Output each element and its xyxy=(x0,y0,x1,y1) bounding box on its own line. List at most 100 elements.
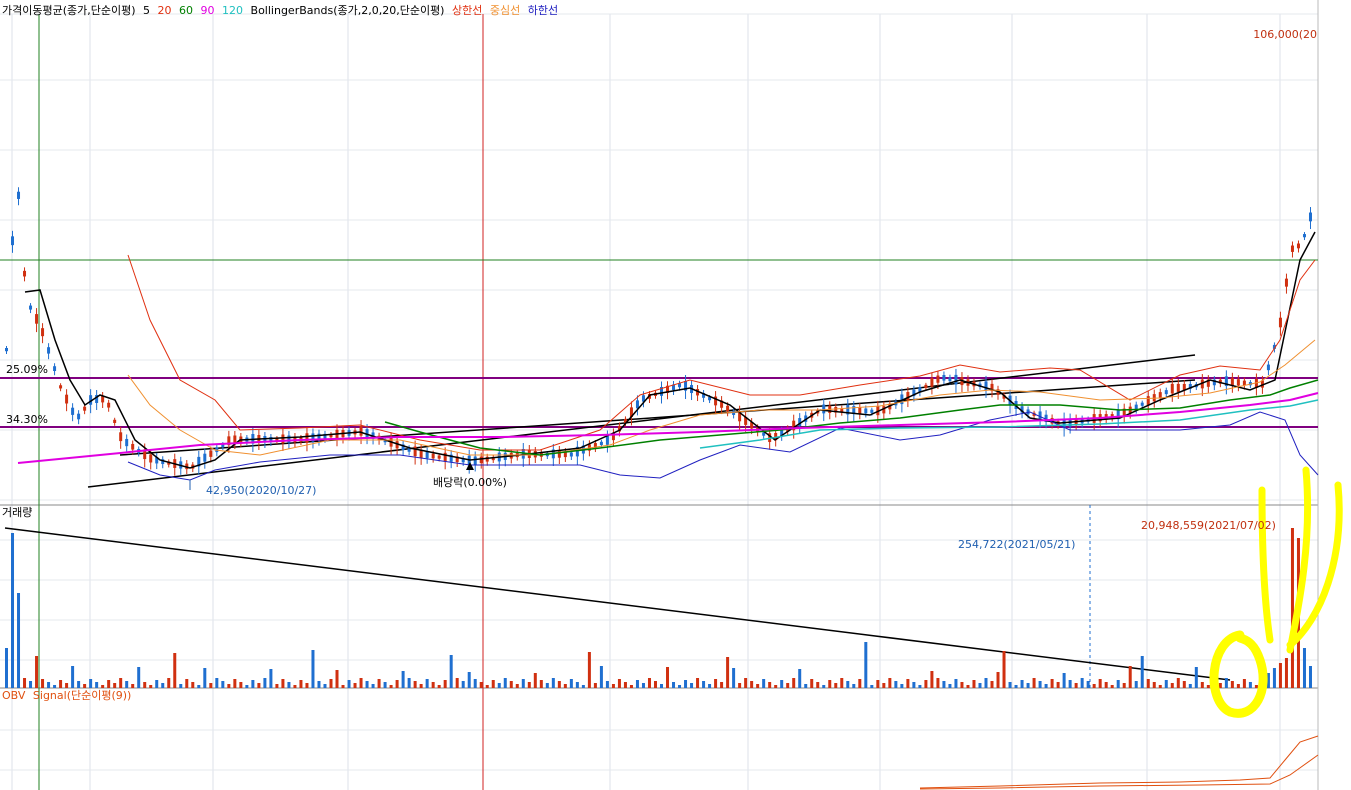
volume-bar xyxy=(1116,680,1120,688)
ma-20-label: 20 xyxy=(157,4,172,17)
volume-bar xyxy=(858,679,862,688)
volume-bar xyxy=(732,668,736,688)
volume-bar xyxy=(1302,648,1306,688)
volume-bar xyxy=(653,681,657,688)
volume-bar xyxy=(1086,681,1090,688)
volume-bar xyxy=(906,679,910,688)
volume-bar xyxy=(497,683,501,688)
candle xyxy=(125,438,129,447)
volume-bar xyxy=(762,679,766,688)
ma-legend-title: 가격이동평균(종가,단순이평) xyxy=(2,4,136,17)
volume-bar xyxy=(990,681,994,688)
volume-bar xyxy=(59,680,63,688)
candle xyxy=(89,395,93,405)
trend-lines xyxy=(4,354,1231,681)
volume-bar xyxy=(1026,683,1030,688)
candle xyxy=(912,389,916,397)
candle xyxy=(720,400,724,408)
volume-bar xyxy=(1056,682,1060,688)
volume-bar xyxy=(1080,678,1084,688)
candle xyxy=(35,314,39,324)
bb-lower-label: 하한선 xyxy=(527,4,559,17)
volume-bar xyxy=(978,683,982,688)
volume-bar xyxy=(1092,684,1096,688)
volume-bar xyxy=(521,679,525,688)
candle xyxy=(702,393,706,398)
volume-bar xyxy=(539,680,543,688)
volume-bar xyxy=(611,684,615,688)
volume-bar xyxy=(912,682,916,688)
volume-bar xyxy=(702,681,706,688)
candle xyxy=(17,191,21,199)
candle xyxy=(852,406,856,415)
ma-60-line xyxy=(384,379,1319,456)
volume-legend: 거래량 xyxy=(2,506,33,519)
volume-bar xyxy=(107,680,111,688)
highlight-stroke xyxy=(1286,481,1343,649)
volume-bar xyxy=(690,683,694,688)
volume-bar xyxy=(1290,528,1294,688)
volume-bar xyxy=(750,681,754,688)
candle xyxy=(768,433,772,443)
candle xyxy=(395,441,399,449)
candle xyxy=(281,434,285,444)
candle xyxy=(149,454,153,463)
ma-90-label: 90 xyxy=(200,4,215,17)
volume-bar xyxy=(65,683,69,688)
candle xyxy=(1146,396,1150,405)
volume-bar xyxy=(371,684,375,688)
volume-bar xyxy=(708,684,712,688)
volume-bar xyxy=(1110,685,1114,688)
obv-signal-label: Signal(단순이평(9)) xyxy=(32,689,132,702)
volume-bar xyxy=(149,685,153,688)
candle xyxy=(900,394,904,405)
volume-bar xyxy=(167,678,171,688)
bb-middle-label: 중심선 xyxy=(489,4,521,17)
volume-bar xyxy=(660,684,663,688)
candle xyxy=(1116,409,1120,420)
volume-bar xyxy=(317,681,321,688)
candle xyxy=(569,452,573,457)
dividend-arrow xyxy=(466,462,474,470)
volume-bar xyxy=(1194,667,1198,688)
candle xyxy=(672,384,676,391)
volume-bar xyxy=(257,683,261,688)
candle xyxy=(47,347,51,354)
volume-bar xyxy=(629,685,633,688)
volume-bar xyxy=(846,681,850,688)
volume-bar xyxy=(461,681,465,688)
volume-bar xyxy=(1170,683,1174,688)
candle xyxy=(1020,406,1024,413)
volume-bar xyxy=(1158,685,1162,688)
volume-bar xyxy=(647,678,651,688)
candle xyxy=(714,396,718,406)
volume-bar xyxy=(948,684,952,688)
candle xyxy=(155,457,159,464)
candle xyxy=(780,430,784,436)
volume-bar xyxy=(894,681,898,688)
volume-bar xyxy=(299,680,303,688)
volume-bar xyxy=(1068,680,1072,688)
obv-signal-line xyxy=(919,754,1319,790)
volume-bar xyxy=(419,684,423,688)
highlight-stroke xyxy=(1258,486,1274,644)
volume-bar xyxy=(5,648,8,688)
volume-bar xyxy=(233,679,237,688)
candle xyxy=(65,394,69,404)
candle xyxy=(1266,364,1270,371)
volume-bar xyxy=(11,533,15,688)
candle xyxy=(23,270,27,277)
volume-bar xyxy=(1182,681,1186,688)
ma-60-label: 60 xyxy=(179,4,194,17)
candle xyxy=(269,437,273,442)
candle xyxy=(401,444,405,451)
volume-bar xyxy=(756,684,760,688)
volume-bar xyxy=(221,681,225,688)
volume-bar xyxy=(1254,685,1258,688)
volume-bar xyxy=(467,672,471,688)
volume-bar xyxy=(131,684,135,688)
candle xyxy=(437,455,441,459)
candle xyxy=(275,438,279,442)
volume-bar xyxy=(551,678,555,688)
volume-bar xyxy=(47,682,51,688)
